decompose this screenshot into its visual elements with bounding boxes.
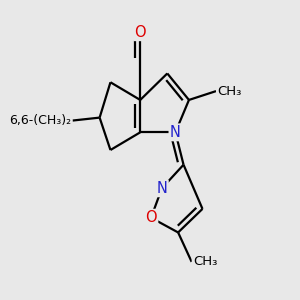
Text: CH₃: CH₃ <box>218 85 242 98</box>
Text: N: N <box>170 125 181 140</box>
Text: O: O <box>134 25 146 40</box>
Text: 6,6-(CH₃)₂: 6,6-(CH₃)₂ <box>9 114 71 127</box>
Text: N: N <box>156 181 167 196</box>
Text: CH₃: CH₃ <box>193 255 218 268</box>
Text: O: O <box>145 210 157 225</box>
